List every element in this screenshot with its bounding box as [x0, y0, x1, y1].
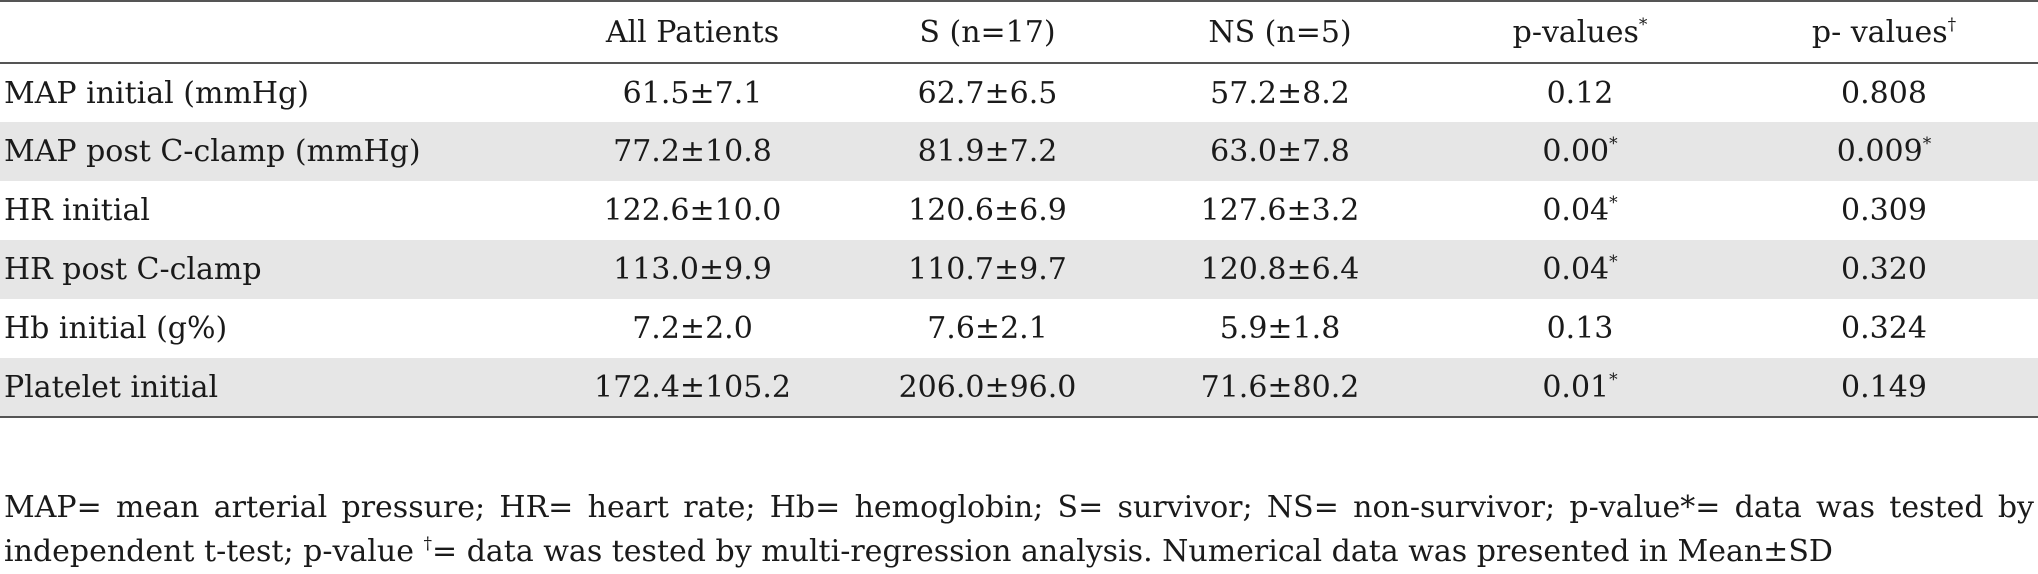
table-footnote: MAP= mean arterial pressure; HR= heart r… [4, 490, 2034, 569]
asterisk-marker: * [1638, 14, 1648, 35]
table-row: Hb initial (g%) 7.2±2.0 7.6±2.1 5.9±1.8 … [0, 299, 2038, 358]
cell-p-value-regression: 0.309 [1841, 193, 1927, 228]
header-cell-p-values-ttest: p-values* [1512, 14, 1648, 50]
cell-p-value-ttest: 0.04* [1542, 193, 1618, 228]
cell-all-patients: 61.5±7.1 [622, 75, 763, 111]
cell-non-survivors: 63.0±7.8 [1210, 134, 1350, 169]
row-label: MAP post C-clamp (mmHg) [4, 134, 421, 169]
cell-survivors: 120.6±6.9 [908, 193, 1067, 228]
cell-survivors: 81.9±7.2 [917, 134, 1058, 169]
header-cell-variable [0, 1, 540, 63]
table-header-row: All Patients S (n=17) NS (n=5) p-values*… [0, 1, 2038, 63]
data-table: All Patients S (n=17) NS (n=5) p-values*… [0, 1, 2038, 417]
cell-survivors: 62.7±6.5 [917, 75, 1058, 111]
cell-all-patients: 172.4±105.2 [594, 369, 791, 405]
cell-non-survivors: 5.9±1.8 [1219, 311, 1341, 346]
header-cell-survivors: S (n=17) [919, 14, 1056, 50]
row-label: Hb initial (g%) [4, 311, 228, 346]
cell-p-value-ttest: 0.12 [1546, 75, 1614, 111]
cell-all-patients: 7.2±2.0 [632, 311, 753, 346]
data-table-container: All Patients S (n=17) NS (n=5) p-values*… [0, 1, 2038, 417]
cell-p-value-ttest: 0.00* [1542, 134, 1618, 169]
cell-survivors: 206.0±96.0 [898, 369, 1077, 405]
cell-non-survivors: 120.8±6.4 [1200, 252, 1360, 287]
dagger-marker: † [423, 534, 433, 554]
cell-all-patients: 113.0±9.9 [613, 252, 772, 287]
cell-survivors: 7.6±2.1 [927, 311, 1048, 346]
table-row: Platelet initial 172.4±105.2 206.0±96.0 … [0, 358, 2038, 417]
table-row: HR post C-clamp 113.0±9.9 110.7±9.7 120.… [0, 240, 2038, 299]
dagger-marker: † [1947, 14, 1957, 35]
cell-p-value-ttest: 0.04* [1542, 252, 1618, 287]
cell-non-survivors: 57.2±8.2 [1210, 75, 1350, 111]
header-cell-p-values-regression: p- values† [1811, 14, 1957, 50]
row-label: HR initial [4, 193, 150, 228]
cell-p-value-regression: 0.324 [1841, 311, 1927, 346]
row-label: Platelet initial [4, 369, 219, 405]
header-cell-all-patients: All Patients [605, 14, 780, 50]
cell-p-value-regression: 0.320 [1841, 252, 1927, 287]
table-row: MAP initial (mmHg) 61.5±7.1 62.7±6.5 57.… [0, 63, 2038, 122]
cell-p-value-regression: 0.149 [1841, 369, 1927, 405]
cell-p-value-regression: 0.808 [1841, 75, 1927, 111]
table-row: HR initial 122.6±10.0 120.6±6.9 127.6±3.… [0, 181, 2038, 240]
header-cell-non-survivors: NS (n=5) [1208, 14, 1352, 50]
cell-survivors: 110.7±9.7 [908, 252, 1067, 287]
cell-all-patients: 77.2±10.8 [613, 134, 772, 169]
cell-p-value-regression: 0.009* [1836, 134, 1932, 169]
row-label: HR post C-clamp [4, 252, 262, 287]
cell-all-patients: 122.6±10.0 [603, 193, 782, 228]
cell-p-value-ttest: 0.01* [1542, 369, 1618, 405]
table-row: MAP post C-clamp (mmHg) 77.2±10.8 81.9±7… [0, 122, 2038, 181]
row-label: MAP initial (mmHg) [4, 75, 309, 111]
cell-non-survivors: 127.6±3.2 [1200, 193, 1360, 228]
cell-p-value-ttest: 0.13 [1546, 311, 1614, 346]
cell-non-survivors: 71.6±80.2 [1200, 369, 1360, 405]
